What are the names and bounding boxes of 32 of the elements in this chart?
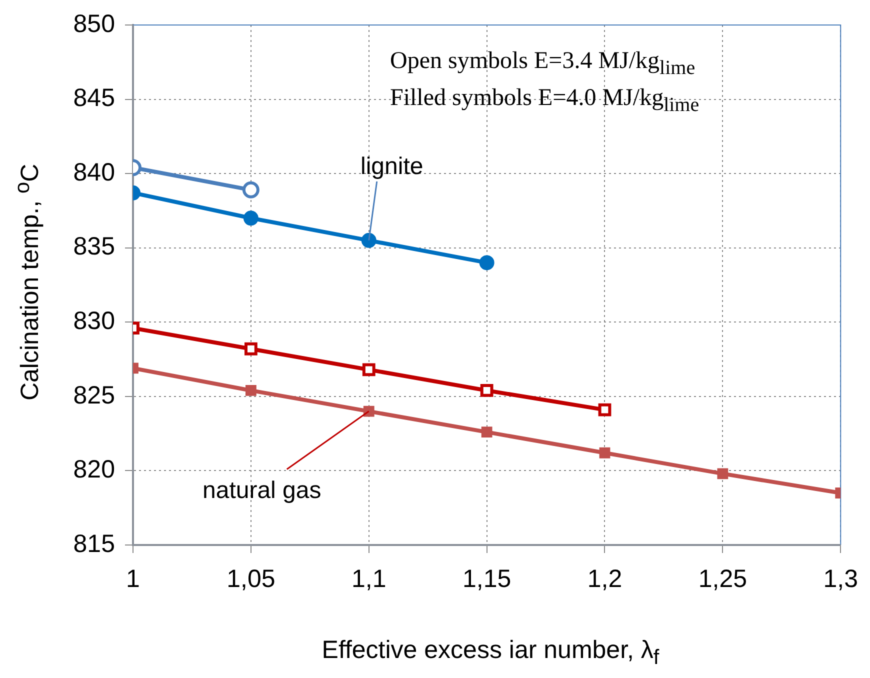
point <box>362 363 376 376</box>
x-tick-label: 1,3 <box>823 564 858 593</box>
y-tick-label: 825 <box>73 381 115 410</box>
point <box>245 385 256 396</box>
point <box>243 210 258 226</box>
y-tick-label: 850 <box>73 10 115 38</box>
point <box>598 403 612 416</box>
annotation: Open symbols E=3.4 MJ/kg$_{lime}$ <box>390 48 696 80</box>
annotation: Filled symbols E=4.0 MJ/kg$_{lime}$ <box>390 85 700 117</box>
x-tick-label: 1,15 <box>462 564 512 593</box>
x-tick-label: 1,1 <box>351 564 386 593</box>
point <box>717 468 728 480</box>
y-tick-label: 830 <box>73 307 115 336</box>
x-tick-label: 1 <box>126 564 140 593</box>
point <box>599 447 610 458</box>
y-tick-label: 815 <box>73 530 115 558</box>
y-tick-label: 840 <box>73 158 115 186</box>
point <box>244 342 258 356</box>
point <box>479 255 494 270</box>
x-axis-title: Effective excess iar number, λ$_{f}$ <box>320 636 660 670</box>
annotation: natural gas <box>202 476 322 504</box>
y-tick-label: 835 <box>73 232 115 261</box>
point <box>481 426 492 438</box>
point <box>361 232 376 248</box>
annotation: lignite <box>360 153 424 180</box>
point <box>363 406 374 417</box>
y-tick-label: 820 <box>73 456 115 484</box>
x-tick-label: 1,05 <box>226 564 276 593</box>
point <box>480 384 494 397</box>
x-tick-label: 1,2 <box>587 564 622 593</box>
y-tick-label: 845 <box>73 84 115 112</box>
x-tick-label: 1,25 <box>698 564 748 593</box>
